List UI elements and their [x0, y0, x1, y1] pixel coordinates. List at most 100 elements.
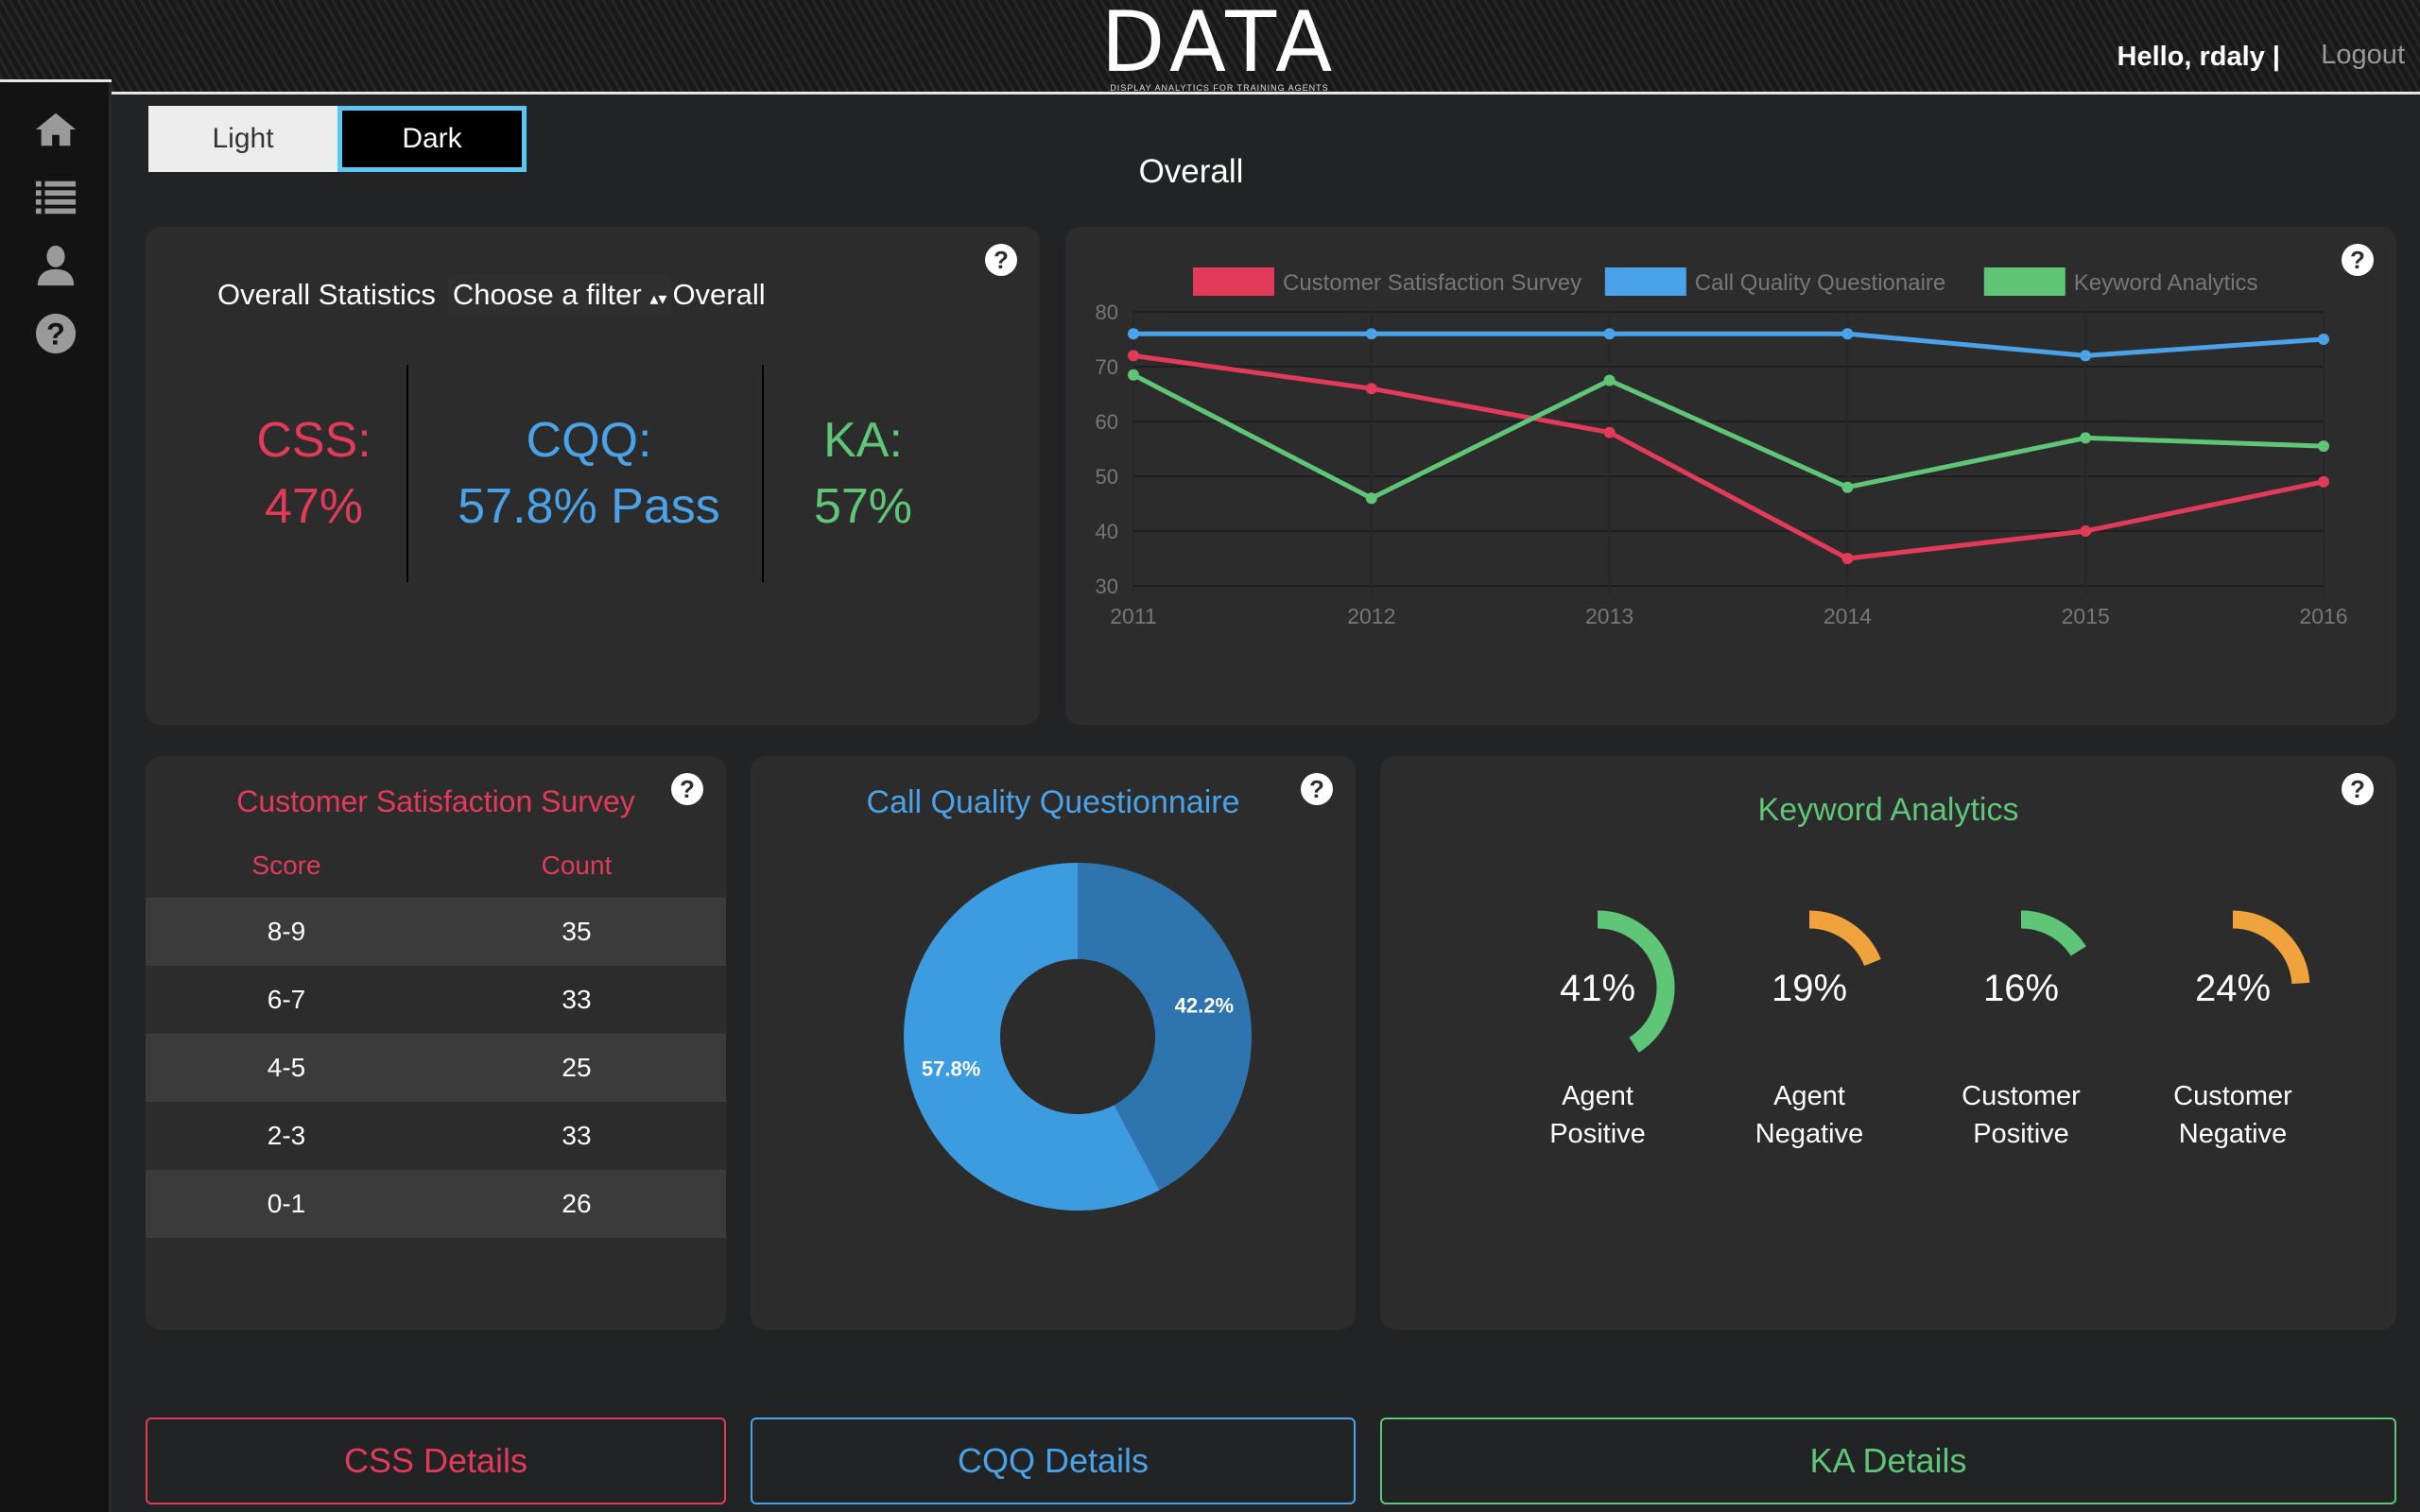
- score-cell: 4-5: [267, 1053, 306, 1082]
- data-point[interactable]: [1603, 374, 1616, 387]
- cqq-details-button[interactable]: CQQ Details: [751, 1418, 1356, 1504]
- data-point[interactable]: [2318, 334, 2329, 345]
- top-header: DATA DISPLAY ANALYTICS FOR TRAINING AGEN…: [0, 0, 2420, 93]
- filter-value: Overall: [672, 278, 766, 311]
- gauge-value: 41%: [1560, 968, 1635, 1009]
- data-point[interactable]: [1128, 369, 1139, 381]
- ka-gauges: 41% 19% 16% 24%: [1560, 910, 2310, 1053]
- select-arrows-icon: ▴▾: [649, 289, 667, 308]
- score-cell: 6-7: [267, 985, 306, 1014]
- stat-divider: [406, 365, 408, 582]
- table-row: 8-9 35: [146, 898, 726, 966]
- data-point[interactable]: [1365, 492, 1377, 505]
- page-title: Overall: [1138, 153, 1244, 190]
- trend-chart-card: ? 80 70 60 50 40 30 2011 2012 2013 2014 2015 2016 Cu…: [1065, 227, 2396, 725]
- data-point[interactable]: [1128, 350, 1139, 362]
- css-details-button[interactable]: CSS Details: [146, 1418, 726, 1504]
- gauge-label-line1: Customer: [1962, 1081, 2081, 1111]
- legend-label[interactable]: Call Quality Questionaire: [1695, 270, 1945, 296]
- table-row: 2-3 33: [146, 1102, 726, 1170]
- data-point[interactable]: [1841, 553, 1854, 564]
- series-line: [1132, 352, 2325, 561]
- logout-link[interactable]: Logout: [2321, 40, 2405, 70]
- data-point[interactable]: [1365, 383, 1377, 395]
- data-point[interactable]: [1365, 328, 1377, 340]
- column-header-count: Count: [541, 850, 613, 880]
- data-point[interactable]: [2318, 440, 2329, 453]
- gauge-label-line2: Negative: [2178, 1119, 2288, 1149]
- data-point[interactable]: [1128, 328, 1139, 340]
- theme-dark-button[interactable]: Dark: [337, 106, 527, 172]
- data-point[interactable]: [2080, 525, 2092, 537]
- score-cell: 2-3: [267, 1121, 306, 1150]
- ka-title: Keyword Analytics: [1757, 792, 2019, 828]
- user-icon[interactable]: [34, 244, 78, 287]
- ka-stat-label: KA:: [823, 413, 903, 468]
- help-icon[interactable]: ?: [671, 773, 703, 805]
- css-stat-label: CSS:: [256, 413, 372, 468]
- count-cell: 33: [562, 985, 592, 1014]
- ka-details-button[interactable]: KA Details: [1380, 1418, 2396, 1504]
- x-tick-label: 2012: [1347, 604, 1395, 628]
- legend-swatch[interactable]: [1983, 267, 2066, 296]
- data-point[interactable]: [1603, 328, 1616, 340]
- x-tick-label: 2014: [1824, 604, 1872, 628]
- help-icon[interactable]: ?: [2342, 244, 2374, 276]
- legend-label[interactable]: Keyword Analytics: [2074, 270, 2258, 296]
- table-row: 6-7 33: [146, 966, 726, 1034]
- legend-swatch[interactable]: [1604, 267, 1686, 296]
- donut-slice[interactable]: [903, 863, 1160, 1211]
- x-tick-label: 2015: [2062, 604, 2110, 628]
- help-icon[interactable]: ?: [34, 312, 78, 355]
- gauge-value: 16%: [1983, 968, 2059, 1009]
- help-icon[interactable]: ?: [985, 244, 1017, 276]
- help-icon[interactable]: ?: [2342, 773, 2374, 805]
- help-icon[interactable]: ?: [1301, 773, 1333, 805]
- x-tick-label: 2013: [1585, 604, 1634, 628]
- theme-toggle: Light Dark: [148, 106, 527, 172]
- filter-select[interactable]: Choose a filter ▴▾: [446, 274, 673, 316]
- gauge-value: 19%: [1772, 968, 1847, 1009]
- count-cell: 25: [562, 1053, 592, 1082]
- theme-light-button[interactable]: Light: [148, 106, 337, 172]
- legend-label[interactable]: Customer Satisfaction Survey: [1283, 270, 1582, 296]
- overall-statistics-title: Overall Statistics: [217, 278, 436, 311]
- data-point[interactable]: [2318, 475, 2329, 488]
- data-point[interactable]: [2080, 350, 2092, 362]
- cqq-card: ? Call Quality Questionnaire 42.2% 57.8%: [751, 756, 1356, 1330]
- data-point[interactable]: [1603, 426, 1616, 438]
- y-tick-label: 40: [1096, 520, 1118, 543]
- data-point[interactable]: [2080, 432, 2092, 444]
- legend-swatch[interactable]: [1193, 267, 1274, 296]
- score-cell: 8-9: [267, 917, 306, 946]
- line-chart: 80 70 60 50 40 30 2011 2012 2013 2014 2015 2016 Cust…: [1096, 267, 2348, 628]
- gauge-label-line1: Agent: [1562, 1081, 1634, 1111]
- sidebar-divider: [0, 79, 112, 82]
- column-header-score: Score: [251, 850, 321, 880]
- count-cell: 26: [562, 1189, 592, 1218]
- gauge-label-line2: Positive: [1549, 1119, 1646, 1149]
- donut-slice[interactable]: [1078, 863, 1252, 1191]
- count-cell: 33: [562, 1121, 592, 1150]
- list-icon[interactable]: [34, 176, 78, 219]
- y-tick-label: 30: [1096, 575, 1118, 598]
- score-cell: 0-1: [267, 1189, 306, 1218]
- cqq-title: Call Quality Questionnaire: [866, 784, 1240, 820]
- logo-subtitle: DISPLAY ANALYTICS FOR TRAINING AGENTS: [1110, 83, 1329, 93]
- data-point[interactable]: [1841, 481, 1854, 493]
- count-cell: 35: [562, 917, 592, 946]
- gauge-value: 24%: [2195, 968, 2271, 1009]
- y-tick-label: 80: [1096, 301, 1118, 324]
- series-line: [1133, 331, 2325, 358]
- y-tick-label: 70: [1096, 355, 1118, 379]
- gauge-label: Customer Positive: [1927, 1077, 2116, 1153]
- home-icon[interactable]: [34, 108, 78, 151]
- cqq-stat-label: CQQ:: [526, 413, 652, 468]
- gauge-label: Customer Negative: [2138, 1077, 2327, 1153]
- y-tick-label: 60: [1096, 410, 1118, 434]
- cqq-stat-value: 57.8% Pass: [458, 479, 720, 534]
- logo: DATA DISPLAY ANALYTICS FOR TRAINING AGEN…: [1097, 0, 1342, 94]
- data-point[interactable]: [1841, 328, 1854, 340]
- logo-title: DATA: [1100, 0, 1339, 91]
- ka-stat-value: 57%: [813, 479, 913, 534]
